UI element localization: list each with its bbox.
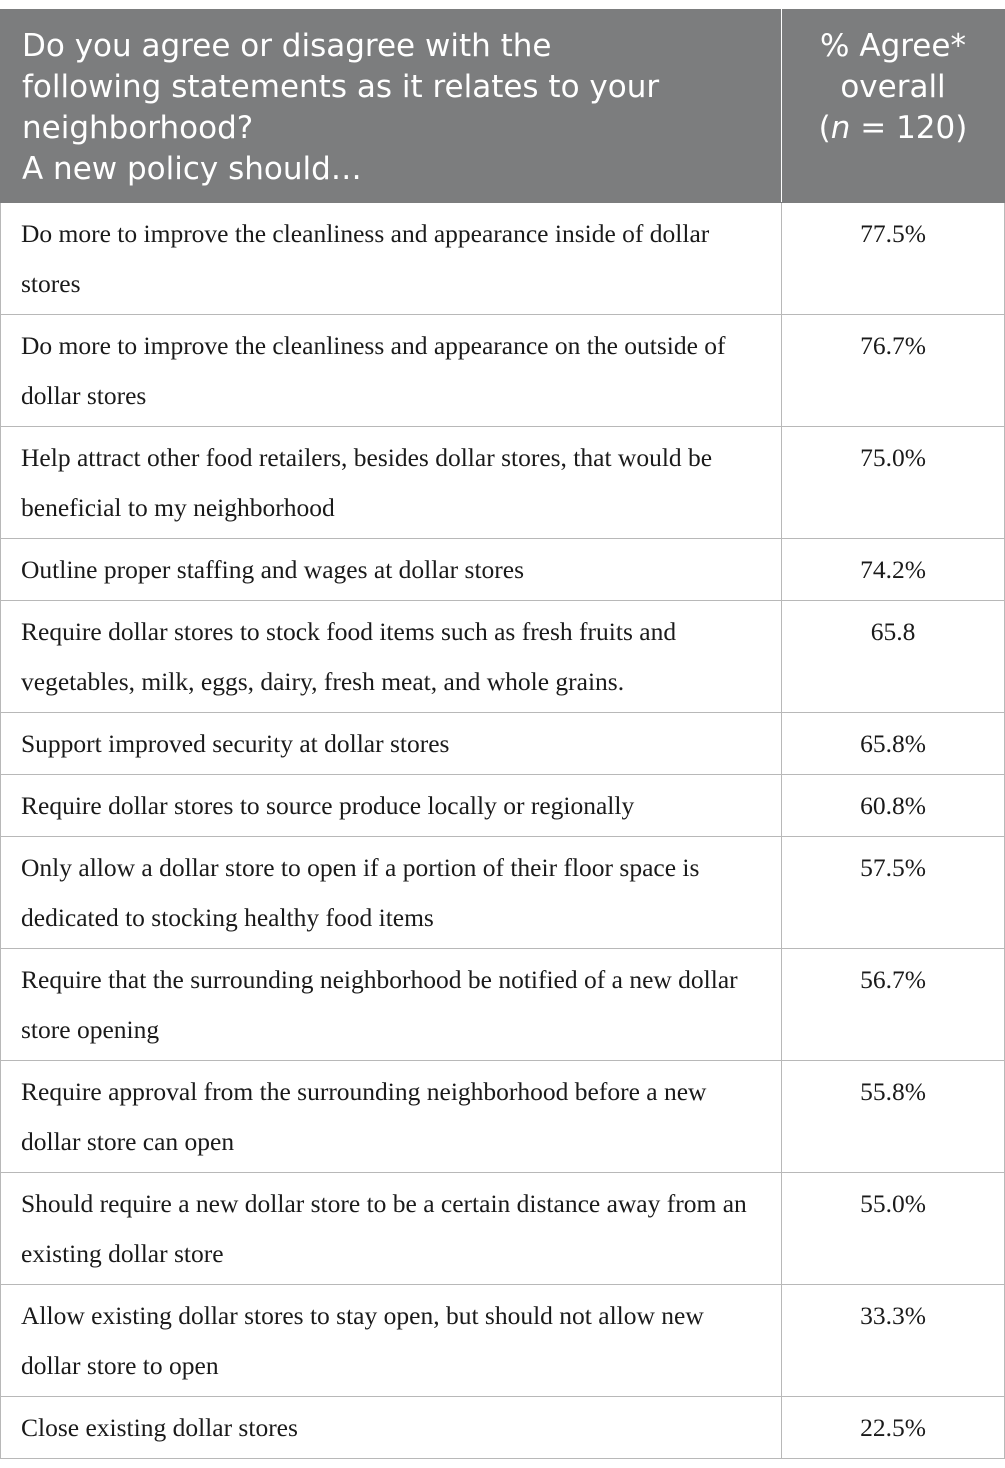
n-prefix: ( bbox=[818, 110, 831, 146]
agree-cell: 75.0% bbox=[781, 426, 1005, 539]
agree-cell: 57.5% bbox=[781, 836, 1005, 949]
statement-cell: Close existing dollar stores bbox=[0, 1396, 782, 1459]
table-row: Require that the surrounding neighborhoo… bbox=[0, 948, 1005, 1061]
table-row: Only allow a dollar store to open if a p… bbox=[0, 836, 1005, 949]
agree-cell: 22.5% bbox=[781, 1396, 1005, 1459]
sample-size-label: (n = 120) bbox=[792, 108, 994, 149]
table-row: Outline proper staffing and wages at dol… bbox=[0, 538, 1005, 601]
agree-header: % Agree* overall (n = 120) bbox=[781, 9, 1005, 203]
header-row: Do you agree or disagree with the follow… bbox=[0, 9, 1005, 203]
statement-cell: Support improved security at dollar stor… bbox=[0, 712, 782, 775]
agree-cell: 56.7% bbox=[781, 948, 1005, 1061]
table-row: Do more to improve the cleanliness and a… bbox=[0, 314, 1005, 427]
statement-cell: Only allow a dollar store to open if a p… bbox=[0, 836, 782, 949]
agree-cell: 74.2% bbox=[781, 538, 1005, 601]
table-row: Allow existing dollar stores to stay ope… bbox=[0, 1284, 1005, 1397]
n-value: = 120) bbox=[850, 110, 968, 146]
table-body: Do more to improve the cleanliness and a… bbox=[0, 202, 1005, 1459]
table-row: Require dollar stores to source produce … bbox=[0, 774, 1005, 837]
statement-cell: Help attract other food retailers, besid… bbox=[0, 426, 782, 539]
table-row: Require dollar stores to stock food item… bbox=[0, 600, 1005, 713]
agree-cell: 76.7% bbox=[781, 314, 1005, 427]
statement-cell: Require dollar stores to source produce … bbox=[0, 774, 782, 837]
agree-cell: 60.8% bbox=[781, 774, 1005, 837]
statement-cell: Outline proper staffing and wages at dol… bbox=[0, 538, 782, 601]
table-row: Help attract other food retailers, besid… bbox=[0, 426, 1005, 539]
statement-cell: Allow existing dollar stores to stay ope… bbox=[0, 1284, 782, 1397]
table-row: Close existing dollar stores 22.5% bbox=[0, 1396, 1005, 1459]
agree-header-line-2: overall bbox=[840, 69, 946, 105]
agree-cell: 77.5% bbox=[781, 202, 1005, 315]
table-row: Require approval from the surrounding ne… bbox=[0, 1060, 1005, 1173]
table-row: Support improved security at dollar stor… bbox=[0, 712, 1005, 775]
statement-cell: Do more to improve the cleanliness and a… bbox=[0, 202, 782, 315]
statement-cell: Require dollar stores to stock food item… bbox=[0, 600, 782, 713]
agree-cell: 33.3% bbox=[781, 1284, 1005, 1397]
question-line-1: Do you agree or disagree with the bbox=[22, 28, 552, 64]
question-header: Do you agree or disagree with the follow… bbox=[0, 9, 782, 203]
agree-header-line-1: % Agree* bbox=[820, 28, 966, 64]
statement-cell: Require that the surrounding neighborhoo… bbox=[0, 948, 782, 1061]
table-header: Do you agree or disagree with the follow… bbox=[0, 9, 1005, 203]
question-line-3: neighborhood? bbox=[22, 110, 254, 146]
table-row: Should require a new dollar store to be … bbox=[0, 1172, 1005, 1285]
statement-cell: Require approval from the surrounding ne… bbox=[0, 1060, 782, 1173]
statement-cell: Should require a new dollar store to be … bbox=[0, 1172, 782, 1285]
agree-cell: 65.8% bbox=[781, 712, 1005, 775]
n-symbol: n bbox=[830, 110, 851, 146]
question-line-2: following statements as it relates to yo… bbox=[22, 69, 660, 105]
agree-cell: 55.0% bbox=[781, 1172, 1005, 1285]
question-line-4: A new policy should… bbox=[22, 151, 362, 187]
table-row: Do more to improve the cleanliness and a… bbox=[0, 202, 1005, 315]
agree-cell: 65.8 bbox=[781, 600, 1005, 713]
agree-cell: 55.8% bbox=[781, 1060, 1005, 1173]
survey-table: Do you agree or disagree with the follow… bbox=[0, 9, 1005, 1459]
statement-cell: Do more to improve the cleanliness and a… bbox=[0, 314, 782, 427]
